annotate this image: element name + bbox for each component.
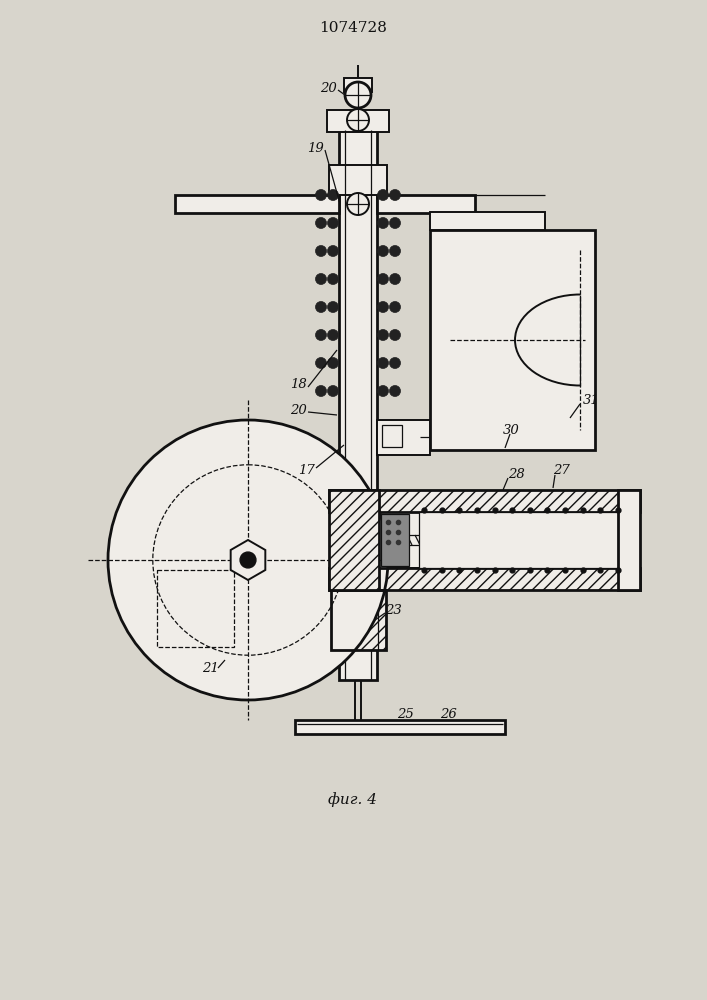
Circle shape	[315, 385, 327, 396]
Circle shape	[327, 190, 339, 200]
Bar	[329, 490, 640, 512]
Circle shape	[378, 245, 389, 256]
Bar	[329, 568, 640, 590]
Circle shape	[327, 218, 339, 229]
Circle shape	[347, 109, 369, 131]
Text: 31: 31	[583, 393, 600, 406]
Bar	[329, 490, 379, 590]
Circle shape	[378, 385, 389, 396]
Bar	[329, 165, 387, 195]
Bar	[377, 420, 430, 455]
Bar	[331, 590, 386, 650]
Bar	[329, 490, 379, 590]
Bar	[377, 195, 475, 213]
Circle shape	[347, 193, 369, 215]
Bar	[344, 78, 372, 92]
Text: 20: 20	[290, 403, 307, 416]
Text: 28: 28	[508, 468, 525, 482]
Text: 27: 27	[553, 464, 570, 477]
Circle shape	[327, 330, 339, 340]
Bar	[430, 230, 595, 450]
Text: 23: 23	[385, 603, 402, 616]
Circle shape	[390, 330, 400, 340]
Circle shape	[390, 302, 400, 312]
Bar	[381, 514, 409, 566]
Circle shape	[327, 385, 339, 396]
Circle shape	[327, 273, 339, 284]
Bar	[295, 720, 505, 734]
Bar	[329, 490, 640, 512]
Circle shape	[240, 552, 256, 568]
Circle shape	[315, 218, 327, 229]
Bar	[382, 425, 402, 447]
Polygon shape	[230, 540, 265, 580]
Circle shape	[315, 245, 327, 256]
Text: фиг. 4: фиг. 4	[329, 793, 378, 807]
Circle shape	[108, 420, 388, 700]
Circle shape	[390, 190, 400, 200]
Circle shape	[327, 358, 339, 368]
Text: 1074728: 1074728	[319, 21, 387, 35]
Text: 25: 25	[397, 708, 414, 722]
Bar	[618, 490, 640, 590]
Text: 26: 26	[440, 708, 457, 722]
Bar	[327, 110, 389, 132]
Circle shape	[315, 273, 327, 284]
Circle shape	[345, 82, 371, 108]
Circle shape	[378, 358, 389, 368]
Text: 21: 21	[202, 662, 218, 674]
Bar	[329, 568, 640, 590]
Text: 30: 30	[503, 424, 520, 436]
Bar	[419, 512, 623, 568]
Text: 19: 19	[307, 141, 324, 154]
Circle shape	[327, 245, 339, 256]
Bar	[339, 130, 377, 680]
Circle shape	[378, 273, 389, 284]
Circle shape	[378, 190, 389, 200]
Circle shape	[315, 330, 327, 340]
Bar	[430, 212, 545, 230]
Bar	[157, 570, 234, 647]
Circle shape	[327, 302, 339, 312]
Text: 17: 17	[298, 464, 315, 477]
Bar	[175, 195, 339, 213]
Circle shape	[390, 218, 400, 229]
Circle shape	[390, 358, 400, 368]
Circle shape	[315, 358, 327, 368]
Text: 18: 18	[290, 378, 307, 391]
Circle shape	[315, 302, 327, 312]
Bar	[331, 590, 386, 650]
Circle shape	[315, 190, 327, 200]
Circle shape	[390, 273, 400, 284]
Circle shape	[390, 245, 400, 256]
Circle shape	[378, 330, 389, 340]
Circle shape	[378, 218, 389, 229]
Bar	[329, 512, 640, 568]
Circle shape	[390, 385, 400, 396]
Circle shape	[378, 302, 389, 312]
Text: 20: 20	[320, 82, 337, 95]
